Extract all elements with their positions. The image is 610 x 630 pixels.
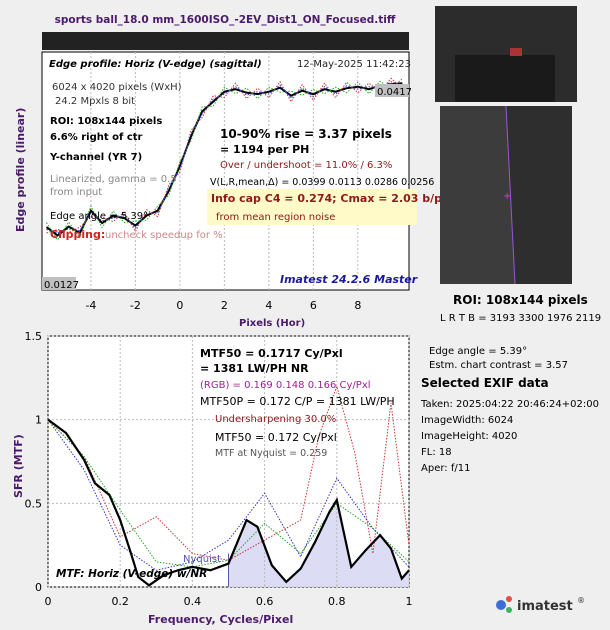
clipping-label: Clipping: <box>50 228 105 241</box>
edge-channel-line <box>46 77 403 234</box>
image-size-text: 6024 x 4020 pixels (WxH) <box>52 82 182 93</box>
thumbnail-table <box>455 55 555 102</box>
exif-fl: FL: 18 <box>421 447 452 458</box>
channel-label: Y-channel (YR 7) <box>49 152 142 163</box>
left-value-box <box>42 277 76 290</box>
edge-series-group <box>45 77 403 241</box>
mtf-channel-line-R <box>47 384 410 561</box>
mtf50-lw-text: = 1381 LW/PH NR <box>200 362 309 375</box>
trademark-mark: ® <box>577 596 585 605</box>
mtf-y-tick-label: 1 <box>35 414 42 427</box>
edge-x-axis-label: Pixels (Hor) <box>239 318 305 329</box>
megapixel-text: 24.2 Mpxls 8 bit <box>55 96 135 107</box>
thumbnail-ball <box>510 48 522 56</box>
edge-x-tick-label: -4 <box>85 299 96 312</box>
image-title: sports ball_18.0 mm_1600ISO_-2EV_Dist1_O… <box>54 14 396 26</box>
edge-x-ticks: -4 -2 0 2 4 6 8 <box>85 299 361 312</box>
mtf-channel-line-G <box>47 419 410 568</box>
roi-dark-region <box>506 106 572 284</box>
left-value-text: 0.0127 <box>44 280 79 291</box>
info-cap-text: Info cap C4 = 0.274; Cmax = 2.03 b/p; <box>211 192 446 205</box>
nyquist-mtf-text: MTF at Nyquist = 0.259 <box>215 448 327 459</box>
mtf-x-tick-label: 0.4 <box>184 595 202 608</box>
nyquist-label: Nyquist <box>183 554 221 565</box>
mtf-fill-group <box>228 499 409 587</box>
mtf-x-tick-label: 0.6 <box>256 595 274 608</box>
edge-plot-area <box>41 51 410 291</box>
edge-y-axis-label: Edge profile (linear) <box>14 108 27 232</box>
edge-x-tick-label: 2 <box>221 299 228 312</box>
mtf-x-tick-label: 1 <box>406 595 413 608</box>
mtf-y-tick-label: 0 <box>35 581 42 594</box>
exif-taken: Taken: 2025:04:22 20:46:24+02:00 <box>420 399 599 410</box>
edge-x-tick-label: 4 <box>265 299 272 312</box>
exif-title: Selected EXIF data <box>421 376 549 390</box>
mtf-series-group <box>47 384 410 587</box>
rise-text: 10-90% rise = 3.37 pixels <box>220 127 392 141</box>
offset-label: 6.6% right of ctr <box>50 132 143 143</box>
edge-channel-line <box>46 81 403 234</box>
side-edge-angle: Edge angle = 5.39° <box>429 346 527 357</box>
imatest-logo-icon <box>496 596 512 613</box>
linearized-line2: from input <box>50 187 102 198</box>
rgb-line: (RGB) = 0.169 0.148 0.166 Cy/Pxl <box>200 380 371 391</box>
roi-center-marker: + <box>503 191 511 202</box>
mtf-x-axis-label: Frequency, Cycles/Pixel <box>148 613 293 626</box>
mtf-footer: MTF: Horiz (V-edge) w/NR <box>56 568 207 580</box>
linearized-line1: Linearized, gamma = 0.5 <box>50 174 177 185</box>
mtf50-b-text: MTF50 = 0.172 Cy/Pxl <box>215 431 337 444</box>
per-ph-text: = 1194 per PH <box>220 143 309 156</box>
edge-x-tick-label: 0 <box>176 299 183 312</box>
noise-note: from mean region noise <box>216 212 335 223</box>
clipping-note: uncheck speedup for % <box>105 230 223 241</box>
exif-aper: Aper: f/11 <box>421 463 470 474</box>
nyquist-fill-region <box>228 499 409 587</box>
mtf-ticks: 0 0.2 0.4 0.6 0.8 1 0 0.5 1 1.5 <box>25 330 413 608</box>
mtf-main-line <box>47 418 410 587</box>
mtf-x-tick-label: 0.2 <box>111 595 129 608</box>
mtf50-cy-text: MTF50 = 0.1717 Cy/Pxl <box>200 347 343 360</box>
edge-x-tick-label: -2 <box>130 299 141 312</box>
edge-image-strip <box>42 32 409 50</box>
info-cap-box <box>207 189 417 225</box>
mtf-x-tick-label: 0.8 <box>328 595 346 608</box>
right-value-text: 0.0417 <box>377 87 412 98</box>
edge-profile-line <box>45 82 403 237</box>
sharpening-text: Undersharpening 30.0% <box>215 414 336 425</box>
roi-edge-line <box>505 105 516 285</box>
mtf-y-tick-label: 1.5 <box>25 330 43 343</box>
edge-timestamp: 12-May-2025 11:42:23 <box>297 59 411 70</box>
mtf-y-axis-label: SFR (MTF) <box>12 434 25 498</box>
mtf50p-text: MTF50P = 0.172 C/P = 1381 LW/PH <box>200 395 395 408</box>
edge-header: Edge profile: Horiz (V-edge) (sagittal) <box>49 59 262 70</box>
edge-x-tick-label: 6 <box>310 299 317 312</box>
version-text: Imatest 24.2.6 Master <box>280 273 418 286</box>
exif-width: ImageWidth: 6024 <box>421 415 513 426</box>
right-value-box <box>375 84 409 97</box>
overshoot-text: Over / undershoot = 11.0% / 6.3% <box>220 160 392 171</box>
mtf-y-tick-label: 0.5 <box>25 497 43 510</box>
edge-channel-line <box>46 78 403 241</box>
imatest-logo-text: imatest <box>517 599 573 614</box>
mtf-channel-line-B <box>47 419 410 571</box>
roi-coords: L R T B = 3193 3300 1976 2119 <box>440 313 601 324</box>
edge-x-tick-label: 8 <box>354 299 361 312</box>
exif-height: ImageHeight: 4020 <box>421 431 517 442</box>
edge-angle-text: Edge angle = 5.39° <box>50 211 148 222</box>
roi-title: ROI: 108x144 pixels <box>453 293 588 307</box>
mtf-x-tick-label: 0 <box>45 595 52 608</box>
roi-label: ROI: 108x144 pixels <box>50 116 162 127</box>
chart-contrast: Estm. chart contrast = 3.57 <box>429 360 568 371</box>
vlr-text: V(L,R,mean,Δ) = 0.0399 0.0113 0.0286 0.0… <box>210 177 434 188</box>
